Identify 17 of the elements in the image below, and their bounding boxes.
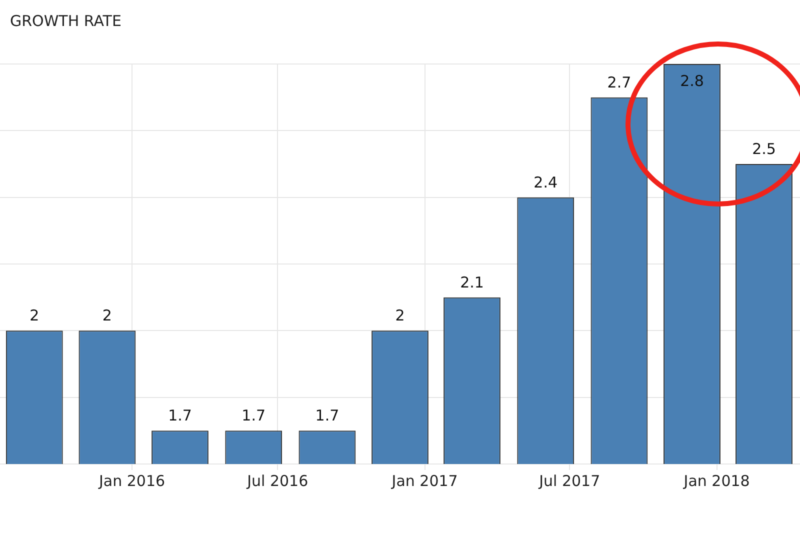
x-tick-label: Jan 2016 (98, 472, 166, 490)
data-label: 2.5 (752, 140, 776, 158)
data-label: 2 (395, 306, 405, 325)
chart-title: GROWTH RATE (10, 12, 122, 30)
x-tick-label: Jan 2017 (390, 472, 458, 490)
data-label: 2.1 (460, 273, 484, 292)
data-label: 2.8 (680, 72, 704, 90)
data-label: 1.7 (168, 406, 192, 425)
x-tick-label: Jul 2016 (246, 472, 308, 490)
data-label: 1.7 (315, 406, 340, 425)
x-tick-label: Jan 2018 (682, 472, 750, 490)
x-tick-label: Jul 2017 (538, 472, 600, 490)
data-label: 1.7 (242, 406, 266, 425)
data-label: 2.7 (607, 73, 632, 92)
data-label: 2 (102, 306, 112, 325)
data-label: 2 (30, 306, 40, 325)
data-label: 2.4 (534, 173, 558, 192)
